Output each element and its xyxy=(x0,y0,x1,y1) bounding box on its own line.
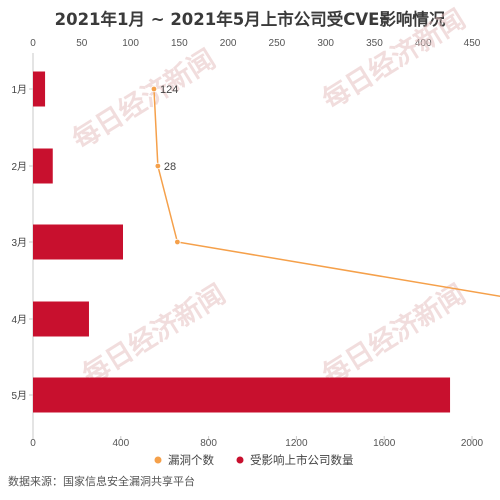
bottom-axis: 0 400 800 1200 1600 2000 xyxy=(30,436,484,449)
category-axis: 1月 2月 3月 4月 5月 xyxy=(11,84,33,402)
legend-marker-bar xyxy=(236,456,244,464)
category-label: 3月 xyxy=(11,237,27,249)
top-tick-label: 100 xyxy=(122,38,139,49)
legend-label-line[interactable]: 漏洞个数 xyxy=(168,453,214,467)
line-point xyxy=(150,85,158,93)
legend-marker-line xyxy=(154,456,162,464)
top-tick-label: 250 xyxy=(269,38,286,49)
bottom-tick-label: 2000 xyxy=(461,438,484,449)
bottom-tick-label: 800 xyxy=(200,438,217,449)
bar-series xyxy=(33,71,451,413)
bar xyxy=(33,224,123,260)
line-point xyxy=(174,238,181,246)
top-tick-label: 0 xyxy=(30,38,36,49)
bar xyxy=(33,71,46,107)
bar xyxy=(33,377,451,413)
line-path xyxy=(153,88,500,298)
chart-title: 2021年1月 ~ 2021年5月上市公司受CVE影响情况 xyxy=(55,9,446,29)
bottom-tick-label: 1600 xyxy=(373,438,396,449)
category-label: 2月 xyxy=(11,161,27,173)
bottom-tick-label: 400 xyxy=(112,438,129,449)
legend-label-bar[interactable]: 受影响上市公司数量 xyxy=(250,453,354,467)
top-tick-label: 300 xyxy=(317,38,334,49)
watermark-text: 每日经济新闻 xyxy=(77,278,231,391)
bottom-tick-label: 1200 xyxy=(285,438,308,449)
category-label: 5月 xyxy=(11,390,27,402)
bottom-tick-label: 0 xyxy=(30,438,36,449)
top-tick-label: 150 xyxy=(171,38,188,49)
top-axis: 0 50 100 150 200 250 300 350 400 450 xyxy=(30,38,481,49)
data-label: 124 xyxy=(160,84,178,96)
data-label: 28 xyxy=(164,161,176,173)
watermark-text: 每日经济新闻 xyxy=(317,278,471,391)
data-labels: 124286175 xyxy=(160,84,178,173)
top-tick-label: 50 xyxy=(76,38,88,49)
top-tick-label: 350 xyxy=(366,38,383,49)
category-label: 4月 xyxy=(11,314,27,326)
top-tick-label: 450 xyxy=(464,38,481,49)
line-series xyxy=(150,85,500,298)
legend: 漏洞个数 受影响上市公司数量 xyxy=(154,453,354,467)
watermark-text: 每日经济新闻 xyxy=(67,43,221,156)
line-point xyxy=(154,162,162,170)
bar xyxy=(33,301,89,337)
category-label: 1月 xyxy=(11,84,27,96)
top-tick-label: 400 xyxy=(415,38,432,49)
bar xyxy=(33,148,53,184)
top-tick-label: 200 xyxy=(220,38,237,49)
source-note: 数据来源：国家信息安全漏洞共享平台 xyxy=(8,474,195,488)
watermark-layer: 每日经济新闻 每日经济新闻 每日经济新闻 每日经济新闻 xyxy=(67,3,471,391)
